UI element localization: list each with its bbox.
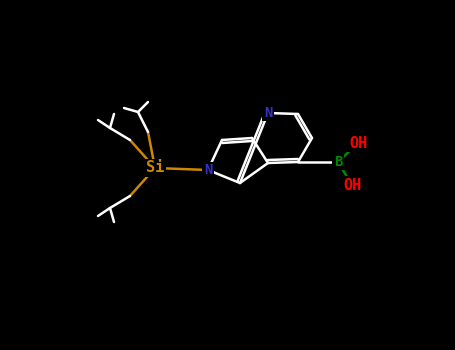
Text: OH: OH — [349, 135, 367, 150]
Text: N: N — [204, 163, 212, 177]
Text: B: B — [334, 155, 342, 169]
Text: OH: OH — [343, 177, 361, 192]
Text: Si: Si — [146, 161, 164, 175]
Text: N: N — [264, 106, 272, 120]
